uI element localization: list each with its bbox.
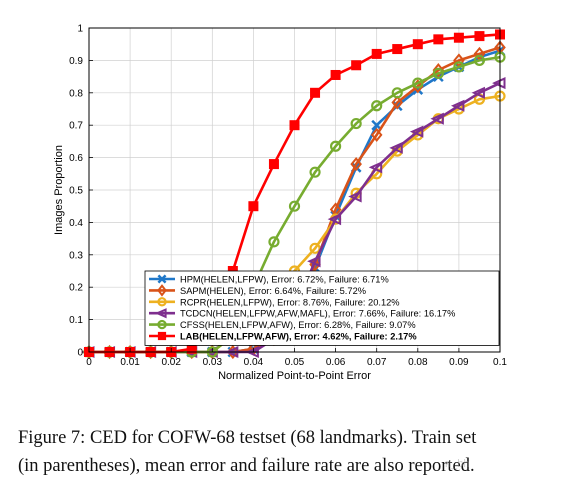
data-point bbox=[391, 95, 404, 110]
data-point bbox=[430, 112, 444, 125]
legend-label: SAPM(HELEN), Error: 6.64%, Failure: 5.72… bbox=[180, 286, 366, 296]
data-point bbox=[370, 127, 383, 142]
x-tick-label: 0.01 bbox=[120, 357, 140, 368]
data-point bbox=[453, 32, 464, 43]
data-point bbox=[409, 125, 424, 138]
data-point bbox=[432, 67, 444, 79]
data-point bbox=[268, 236, 280, 248]
legend-swatch-marker bbox=[157, 274, 167, 284]
legend-swatch-marker bbox=[157, 297, 167, 307]
legend-swatch-marker-stroke-b bbox=[157, 274, 167, 284]
legend-entry: TCDCN(HELEN,LFPW,AFW,MAFL), Error: 7.66%… bbox=[149, 308, 455, 319]
legend-swatch-marker bbox=[157, 284, 167, 297]
legend-entry: CFSS(HELEN,LFPW,AFW), Error: 6.28%, Fail… bbox=[149, 319, 416, 330]
y-axis-label: Images Proportion bbox=[53, 145, 65, 235]
y-tick-label: 1 bbox=[77, 24, 83, 35]
data-point bbox=[392, 44, 403, 55]
data-point bbox=[371, 48, 382, 59]
data-point bbox=[348, 190, 362, 203]
legend-box bbox=[144, 270, 500, 346]
data-point bbox=[289, 120, 300, 131]
y-tick-label: 0.5 bbox=[69, 186, 83, 197]
legend-swatch-marker bbox=[154, 308, 167, 319]
data-point bbox=[330, 69, 341, 80]
legend-entry: SAPM(HELEN), Error: 6.64%, Failure: 5.72… bbox=[149, 284, 366, 297]
ced-chart: 0 0.01 0.02 0.03 0.04 0.05 0.06 0.07 0.08 0.09 0.1… bbox=[53, 24, 507, 383]
data-point bbox=[371, 100, 383, 112]
x-tick-label: 0.04 bbox=[244, 357, 264, 368]
data-point bbox=[309, 166, 321, 178]
data-point-stroke-b bbox=[371, 119, 383, 131]
x-tick-label: 0.05 bbox=[285, 357, 305, 368]
data-point bbox=[330, 140, 342, 152]
data-point bbox=[450, 99, 465, 112]
legend: HPM(HELEN,LFPW), Error: 6.72%, Failure: … bbox=[144, 270, 500, 346]
legend-swatch-marker bbox=[157, 319, 167, 330]
data-point bbox=[309, 242, 321, 254]
legend-entry: RCPR(HELEN,LFPW), Error: 8.76%, Failure:… bbox=[149, 297, 400, 307]
legend-label: TCDCN(HELEN,LFPW,AFW,MAFL), Error: 7.66%… bbox=[180, 309, 455, 319]
legend-label: RCPR(HELEN,LFPW), Error: 8.76%, Failure:… bbox=[180, 297, 400, 307]
caption-line-2: (in parentheses), mean error and failure… bbox=[18, 456, 475, 476]
x-tick-label: 0.08 bbox=[408, 357, 428, 368]
x-tick-label: 0 bbox=[86, 357, 92, 368]
data-point bbox=[350, 117, 362, 130]
y-tick-label: 0.2 bbox=[69, 283, 83, 294]
x-tick-label: 0.03 bbox=[203, 357, 223, 368]
watermark-text: n_bh bbox=[445, 458, 470, 470]
data-point bbox=[268, 159, 279, 170]
x-tick-label: 0.02 bbox=[161, 357, 181, 368]
y-tick-label: 0 bbox=[77, 348, 83, 359]
legend-label: LAB(HELEN,LFPW,AFW), Error: 4.62%, Failu… bbox=[180, 332, 417, 342]
data-point bbox=[433, 34, 444, 45]
data-point bbox=[288, 200, 301, 212]
data-point bbox=[350, 157, 362, 172]
data-point bbox=[307, 255, 321, 268]
data-point bbox=[310, 87, 321, 98]
figure-caption: Figure 7: CED for COFW-68 testset (68 la… bbox=[18, 424, 558, 480]
data-point bbox=[453, 61, 465, 73]
axis-ticks: 0 0.01 0.02 0.03 0.04 0.05 0.06 0.07 0.08 0.09 0.1… bbox=[69, 24, 507, 369]
y-tick-label: 0.7 bbox=[69, 121, 83, 132]
y-tick-label: 0.1 bbox=[69, 315, 83, 326]
caption-line-1: Figure 7: CED for COFW-68 testset (68 la… bbox=[18, 428, 477, 448]
data-point bbox=[327, 213, 342, 226]
data-point bbox=[474, 31, 485, 42]
legend-label: HPM(HELEN,LFPW), Error: 6.72%, Failure: … bbox=[180, 275, 389, 285]
x-axis-label: Normalized Point-to-Point Error bbox=[218, 370, 371, 382]
data-point bbox=[412, 77, 424, 89]
x-tick-label: 0.09 bbox=[449, 357, 469, 368]
legend-entry: LAB(HELEN,LFPW,AFW), Error: 4.62%, Failu… bbox=[149, 332, 417, 342]
legend-entry: HPM(HELEN,LFPW), Error: 6.72%, Failure: … bbox=[149, 275, 389, 285]
data-point bbox=[471, 86, 485, 99]
x-tick-label: 0.1 bbox=[493, 357, 507, 368]
data-point bbox=[412, 39, 423, 50]
y-tick-label: 0.9 bbox=[69, 56, 83, 67]
data-point bbox=[389, 141, 403, 154]
data-point bbox=[368, 161, 383, 174]
y-tick-label: 0.4 bbox=[69, 218, 83, 229]
x-tick-label: 0.07 bbox=[367, 357, 387, 368]
data-point bbox=[432, 63, 445, 78]
y-tick-label: 0.3 bbox=[69, 250, 83, 261]
legend-swatch-marker bbox=[157, 331, 167, 341]
x-tick-label: 0.06 bbox=[326, 357, 346, 368]
legend-label: CFSS(HELEN,LFPW,AFW), Error: 6.28%, Fail… bbox=[180, 320, 416, 330]
y-tick-label: 0.6 bbox=[69, 153, 83, 164]
y-tick-label: 0.8 bbox=[69, 88, 83, 99]
data-point bbox=[248, 201, 259, 212]
data-point bbox=[351, 60, 362, 71]
data-point bbox=[391, 87, 403, 99]
data-point bbox=[473, 54, 486, 67]
